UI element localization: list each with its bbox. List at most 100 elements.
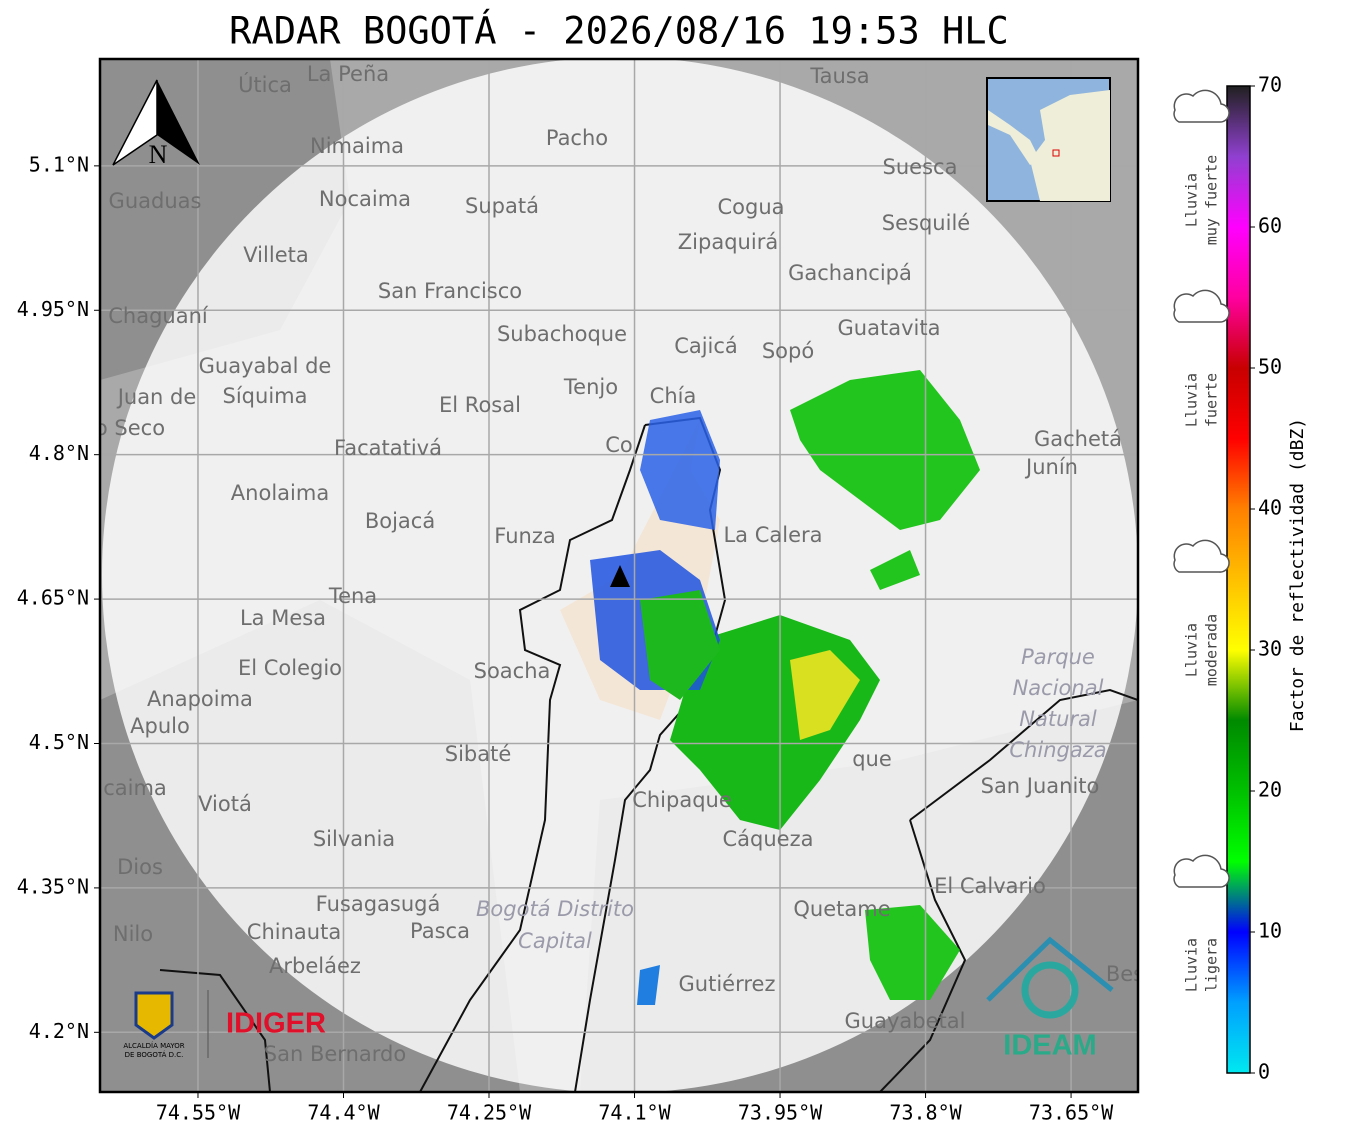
x-tick-label: 74.4°W — [307, 1101, 380, 1125]
place-name: Nocaima — [319, 187, 411, 211]
place-name: Junín — [1024, 455, 1078, 479]
place-name: Silvania — [313, 827, 395, 851]
colorbar-tick-label: 30 — [1258, 637, 1282, 661]
rain-level-label: Lluvia — [1183, 938, 1201, 992]
colorbar-tick-label: 60 — [1258, 214, 1282, 238]
title: RADAR BOGOTÁ - 2026/08/16 19:53 HLC — [229, 9, 1009, 53]
place-name: caima — [103, 776, 167, 800]
colorbar: 0 10 20 30 40 50 60 70 Factor de reflectividad (… — [1226, 73, 1308, 1084]
y-tick-label: 4.5°N — [29, 730, 89, 754]
place-name: El Colegio — [238, 656, 342, 680]
radar-site — [610, 565, 630, 587]
place-name: Cáqueza — [723, 827, 814, 851]
place-name: Sesquilé — [882, 211, 970, 235]
place-name: Gachetá — [1034, 427, 1122, 451]
x-tick-label: 74.55°W — [156, 1101, 241, 1125]
y-tick-label: 4.65°N — [17, 586, 89, 610]
place-name: Tenjo — [563, 375, 618, 399]
place-name: Útica — [238, 72, 292, 97]
y-tick-label: 4.8°N — [29, 441, 89, 465]
colorbar-tick-label: 0 — [1258, 1060, 1270, 1084]
logo-text: DE BOGOTÁ D.C. — [125, 1050, 184, 1059]
logo-text: IDIGER — [226, 1008, 326, 1040]
place-name: La Calera — [723, 523, 822, 547]
rain-level-label: Lluvia — [1183, 173, 1201, 227]
place-name: Arbeláez — [269, 954, 361, 978]
protected-area-name: Capital — [518, 929, 592, 953]
place-name: Gutiérrez — [679, 972, 776, 996]
place-name: Supatá — [465, 194, 539, 218]
place-name: o Seco — [95, 416, 165, 440]
protected-area-name: Parque — [1021, 645, 1095, 669]
logo-text: IDEAM — [1003, 1030, 1096, 1062]
place-name: Nilo — [113, 922, 153, 946]
place-name: Tena — [328, 584, 377, 608]
place-name: La Mesa — [240, 606, 326, 630]
place-name: Pacho — [546, 126, 608, 150]
rain-echoes — [590, 370, 980, 1005]
colorbar-tick-label: 70 — [1258, 73, 1282, 97]
place-name: San Francisco — [378, 279, 522, 303]
place-name: Tausa — [809, 64, 869, 88]
rain-level-label: Lluvia — [1183, 373, 1201, 427]
place-name: La Peña — [307, 62, 389, 86]
place-name: Suesca — [883, 155, 958, 179]
rain-icon — [1173, 854, 1230, 888]
rain-level-label: Lluvia — [1183, 623, 1201, 677]
place-name: Chaguaní — [108, 304, 209, 328]
place-name: Fusagasugá — [316, 892, 441, 916]
place-name: Chipaque — [632, 788, 732, 812]
x-tick-label: 73.95°W — [738, 1101, 823, 1125]
place-name: Chinauta — [247, 920, 341, 944]
colorbar-label: Factor de reflectividad (dBZ) — [1287, 418, 1308, 732]
place-name: Bojacá — [365, 509, 435, 533]
place-name: Guaduas — [109, 189, 202, 213]
rain-level-label: ligera — [1203, 938, 1221, 992]
place-name: Sibaté — [445, 742, 512, 766]
place-name: Nimaima — [310, 134, 404, 158]
colorbar-tick-label: 50 — [1258, 355, 1282, 379]
axes: 74.55°W 74.4°W 74.25°W 74.1°W 73.95°W 73.8°W 7… — [17, 152, 1114, 1124]
x-tick-label: 73.8°W — [889, 1101, 962, 1125]
place-name: Villeta — [243, 243, 308, 267]
place-name: Viotá — [198, 792, 252, 816]
place-name: que — [852, 747, 892, 771]
grid — [100, 59, 1138, 1092]
x-tick-label: 74.25°W — [447, 1101, 532, 1125]
y-tick-label: 4.95°N — [17, 297, 89, 321]
y-tick-label: 5.1°N — [29, 152, 89, 176]
place-name: Síquima — [223, 384, 308, 408]
logo-text: ALCALDÍA MAYOR — [123, 1041, 184, 1050]
x-tick-label: 73.65°W — [1029, 1101, 1114, 1125]
place-name: Juan de — [116, 385, 197, 409]
alcaldia-logo: ALCALDÍA MAYOR DE BOGOTÁ D.C. IDIGER — [123, 990, 326, 1059]
place-name: Chía — [650, 384, 697, 408]
place-name: Quetame — [793, 897, 890, 921]
place-name: Sopó — [762, 339, 814, 363]
place-name: Bes — [1106, 962, 1144, 986]
place-name: Guatavita — [838, 316, 941, 340]
y-tick-label: 4.35°N — [17, 874, 89, 898]
north-label: N — [149, 140, 168, 169]
protected-area-name: Natural — [1019, 707, 1097, 731]
place-name: Pasca — [410, 919, 470, 943]
rain-level-label: muy fuerte — [1203, 155, 1221, 245]
protected-area-name: Nacional — [1013, 676, 1104, 700]
place-name: Anolaima — [231, 481, 329, 505]
place-name: Cajicá — [674, 334, 738, 358]
place-name: Zipaquirá — [678, 230, 778, 254]
place-name: Anapoima — [147, 687, 253, 711]
place-name: Cogua — [717, 195, 784, 219]
rain-level-label: fuerte — [1203, 373, 1221, 427]
place-name: Subachoque — [497, 322, 627, 346]
protected-area-name: Chingaza — [1009, 738, 1106, 762]
place-name: Dios — [117, 855, 163, 879]
place-name: Gachancipá — [788, 261, 912, 285]
plot-frame — [98, 57, 1140, 1094]
place-name: Guayabetal — [845, 1009, 966, 1033]
place-name: San Bernardo — [264, 1042, 406, 1066]
colorbar-scale — [1226, 85, 1251, 1074]
place-name: Soacha — [474, 659, 551, 683]
